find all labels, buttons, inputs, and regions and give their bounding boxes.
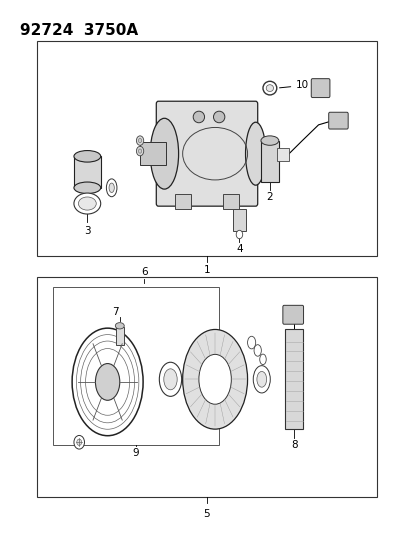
Text: 10: 10	[279, 80, 309, 91]
Ellipse shape	[213, 111, 224, 123]
Circle shape	[136, 136, 143, 146]
Bar	[233, 209, 245, 231]
Text: 6: 6	[140, 267, 147, 277]
Bar	[285, 329, 302, 429]
Ellipse shape	[95, 364, 119, 400]
Ellipse shape	[182, 329, 247, 429]
Ellipse shape	[74, 193, 100, 214]
Ellipse shape	[198, 354, 231, 404]
Ellipse shape	[260, 136, 278, 146]
FancyBboxPatch shape	[282, 305, 303, 324]
Circle shape	[74, 435, 84, 449]
Text: 1: 1	[203, 265, 210, 275]
Ellipse shape	[256, 372, 266, 387]
Bar	[36, 41, 377, 256]
FancyBboxPatch shape	[328, 112, 347, 129]
Ellipse shape	[262, 82, 276, 95]
Bar	[260, 141, 278, 182]
Text: 3: 3	[84, 226, 90, 236]
Text: 4: 4	[235, 244, 242, 254]
Ellipse shape	[74, 150, 100, 162]
Ellipse shape	[247, 336, 255, 349]
Ellipse shape	[164, 369, 177, 390]
Text: 7: 7	[112, 308, 119, 317]
Ellipse shape	[266, 85, 273, 92]
Bar	[53, 287, 218, 445]
Ellipse shape	[245, 122, 265, 185]
Ellipse shape	[109, 183, 114, 192]
Circle shape	[138, 139, 141, 143]
Text: 5: 5	[203, 509, 210, 519]
Bar	[174, 194, 190, 209]
Text: 92724  3750A: 92724 3750A	[20, 22, 138, 37]
Bar	[116, 327, 123, 345]
Circle shape	[138, 149, 141, 153]
Ellipse shape	[72, 328, 143, 435]
Bar	[140, 142, 166, 165]
Circle shape	[236, 230, 242, 239]
Ellipse shape	[115, 322, 124, 329]
Ellipse shape	[159, 362, 181, 397]
Ellipse shape	[254, 345, 261, 356]
Ellipse shape	[259, 354, 266, 365]
Circle shape	[76, 439, 81, 446]
Bar	[36, 277, 377, 497]
Text: 9: 9	[133, 448, 139, 458]
Ellipse shape	[106, 179, 116, 197]
Ellipse shape	[74, 182, 100, 193]
Text: 8: 8	[290, 440, 297, 450]
Ellipse shape	[253, 366, 270, 393]
Bar	[277, 148, 288, 160]
Circle shape	[136, 147, 143, 156]
FancyBboxPatch shape	[156, 101, 257, 206]
Ellipse shape	[78, 197, 96, 210]
Ellipse shape	[150, 118, 178, 189]
Ellipse shape	[193, 111, 204, 123]
FancyBboxPatch shape	[311, 79, 329, 98]
Bar	[223, 194, 239, 209]
Text: 2: 2	[266, 192, 273, 202]
Bar	[74, 156, 100, 188]
